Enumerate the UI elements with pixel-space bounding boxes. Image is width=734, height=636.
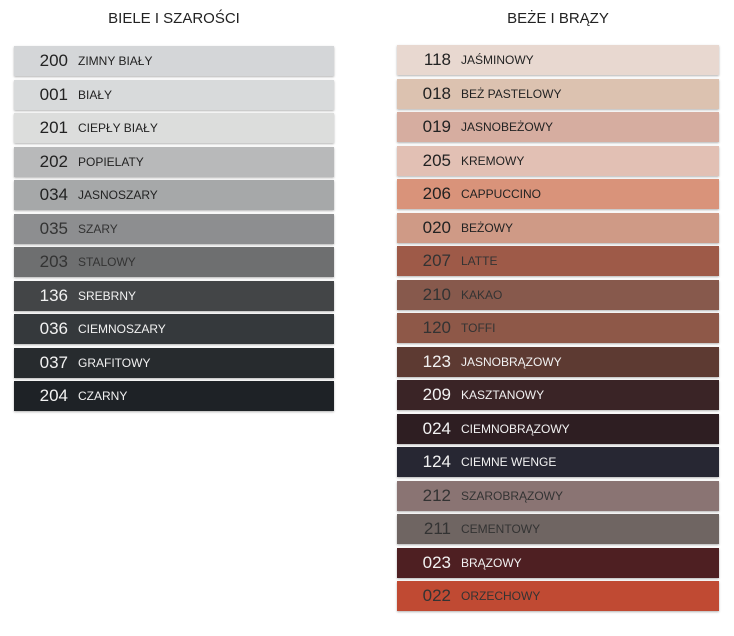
swatch-name: JAŚMINOWY xyxy=(461,53,534,67)
swatch: 123 JASNOBRĄZOWY xyxy=(397,346,719,377)
swatch: 212 SZAROBRĄZOWY xyxy=(397,480,719,511)
swatch-code: 019 xyxy=(422,117,451,136)
swatch-name: TOFFI xyxy=(461,321,496,335)
swatch-code: 203 xyxy=(39,252,68,271)
swatch: 205 KREMOWY xyxy=(397,145,719,176)
swatch-name: GRAFITOWY xyxy=(78,355,151,370)
swatch-code: 036 xyxy=(39,319,68,338)
swatch-name: CIEMNE WENGE xyxy=(461,455,557,469)
swatch: 118 JAŚMINOWY xyxy=(397,45,719,75)
swatch-name: CEMENTOWY xyxy=(461,522,541,536)
swatch: 203 STALOWY xyxy=(14,247,334,277)
swatch: 206 CAPPUCCINO xyxy=(397,179,719,209)
swatch: 211 CEMENTOWY xyxy=(397,514,719,544)
swatch-code: 207 xyxy=(422,251,451,270)
swatch: 209 KASZTANOWY xyxy=(397,380,719,410)
swatch-code: 118 xyxy=(423,50,451,69)
swatch-code: 037 xyxy=(39,352,68,372)
swatch: 036 CIEMNOSZARY xyxy=(14,314,334,344)
swatch: 120 TOFFI xyxy=(397,313,719,343)
swatch-code: 136 xyxy=(39,285,68,305)
column-title: BEŻE I BRĄZY xyxy=(507,10,609,27)
swatch-name: SREBRNY xyxy=(78,288,137,303)
swatch-name: ZIMNY BIAŁY xyxy=(78,54,153,68)
swatch-code: 200 xyxy=(39,51,68,70)
swatch: 200 ZIMNY BIAŁY xyxy=(14,46,334,76)
swatch-name: CIEMNOBRĄZOWY xyxy=(461,421,570,436)
swatch-code: 018 xyxy=(422,83,451,103)
swatch-code: 023 xyxy=(422,552,451,572)
swatch-name: STALOWY xyxy=(78,255,136,269)
swatch: 202 POPIELATY xyxy=(14,146,334,177)
swatch-name: ORZECHOWY xyxy=(461,589,541,603)
swatch-name: JASNOBRĄZOWY xyxy=(461,354,562,369)
swatch-name: JASNOBEŻOWY xyxy=(461,120,554,134)
swatch-name: POPIELATY xyxy=(78,154,144,169)
swatch-code: 206 xyxy=(422,184,451,203)
swatch: 210 KAKAO xyxy=(397,279,719,310)
swatch-code: 123 xyxy=(422,351,451,371)
swatch-name: KASZTANOWY xyxy=(461,388,545,402)
swatch: 001 BIAŁY xyxy=(14,79,334,110)
swatch: 124 CIEMNE WENGE xyxy=(397,447,719,477)
swatch: 034 JASNOSZARY xyxy=(14,180,334,210)
swatch-name: BEŻ PASTELOWY xyxy=(461,86,562,101)
swatch-name: CIEPŁY BIAŁY xyxy=(78,121,158,135)
swatch-name: KAKAO xyxy=(461,287,503,302)
swatch-code: 024 xyxy=(422,418,451,438)
swatch: 018 BEŻ PASTELOWY xyxy=(397,78,719,109)
swatch-name: JASNOSZARY xyxy=(78,188,158,202)
swatch-code: 034 xyxy=(39,185,68,204)
swatch-code: 201 xyxy=(39,118,68,137)
swatch: 022 ORZECHOWY xyxy=(397,581,719,611)
swatch-name: CZARNY xyxy=(78,389,128,403)
swatch: 136 SREBRNY xyxy=(14,280,334,311)
swatch-name: LATTE xyxy=(461,254,498,268)
swatch-code: 124 xyxy=(422,452,451,471)
swatch-name: BIAŁY xyxy=(78,87,113,102)
swatch: 204 CZARNY xyxy=(14,381,334,411)
swatch: 024 CIEMNOBRĄZOWY xyxy=(397,413,719,444)
swatch: 023 BRĄZOWY xyxy=(397,547,719,578)
swatch-name: CIEMNOSZARY xyxy=(78,322,166,336)
swatch-code: 202 xyxy=(39,151,68,171)
swatch: 037 GRAFITOWY xyxy=(14,347,334,378)
swatch-name: BRĄZOWY xyxy=(461,555,522,570)
swatch: 019 JASNOBEŻOWY xyxy=(397,112,719,142)
swatch-code: 205 xyxy=(422,150,451,170)
column-title: BIELE I SZAROŚCI xyxy=(108,10,240,27)
swatch-name: SZAROBRĄZOWY xyxy=(461,488,564,503)
swatch-code: 204 xyxy=(39,386,68,405)
swatch-code: 210 xyxy=(422,284,451,304)
swatch-code: 022 xyxy=(422,586,451,605)
swatch-name: SZARY xyxy=(78,221,118,236)
swatch-name: BEŻOWY xyxy=(461,220,514,235)
swatch: 207 LATTE xyxy=(397,246,719,276)
swatch-code: 035 xyxy=(39,218,68,238)
swatch-code: 212 xyxy=(422,485,451,505)
swatch-code: 001 xyxy=(39,84,68,104)
swatch-name: KREMOWY xyxy=(461,153,525,168)
swatch-name: CAPPUCCINO xyxy=(461,187,542,201)
swatch-code: 120 xyxy=(422,318,451,337)
swatch-code: 020 xyxy=(422,217,451,237)
swatch: 020 BEŻOWY xyxy=(397,212,719,243)
swatch-code: 211 xyxy=(423,519,451,538)
swatch-code: 209 xyxy=(422,385,451,404)
swatch: 201 CIEPŁY BIAŁY xyxy=(14,113,334,143)
swatch: 035 SZARY xyxy=(14,213,334,244)
